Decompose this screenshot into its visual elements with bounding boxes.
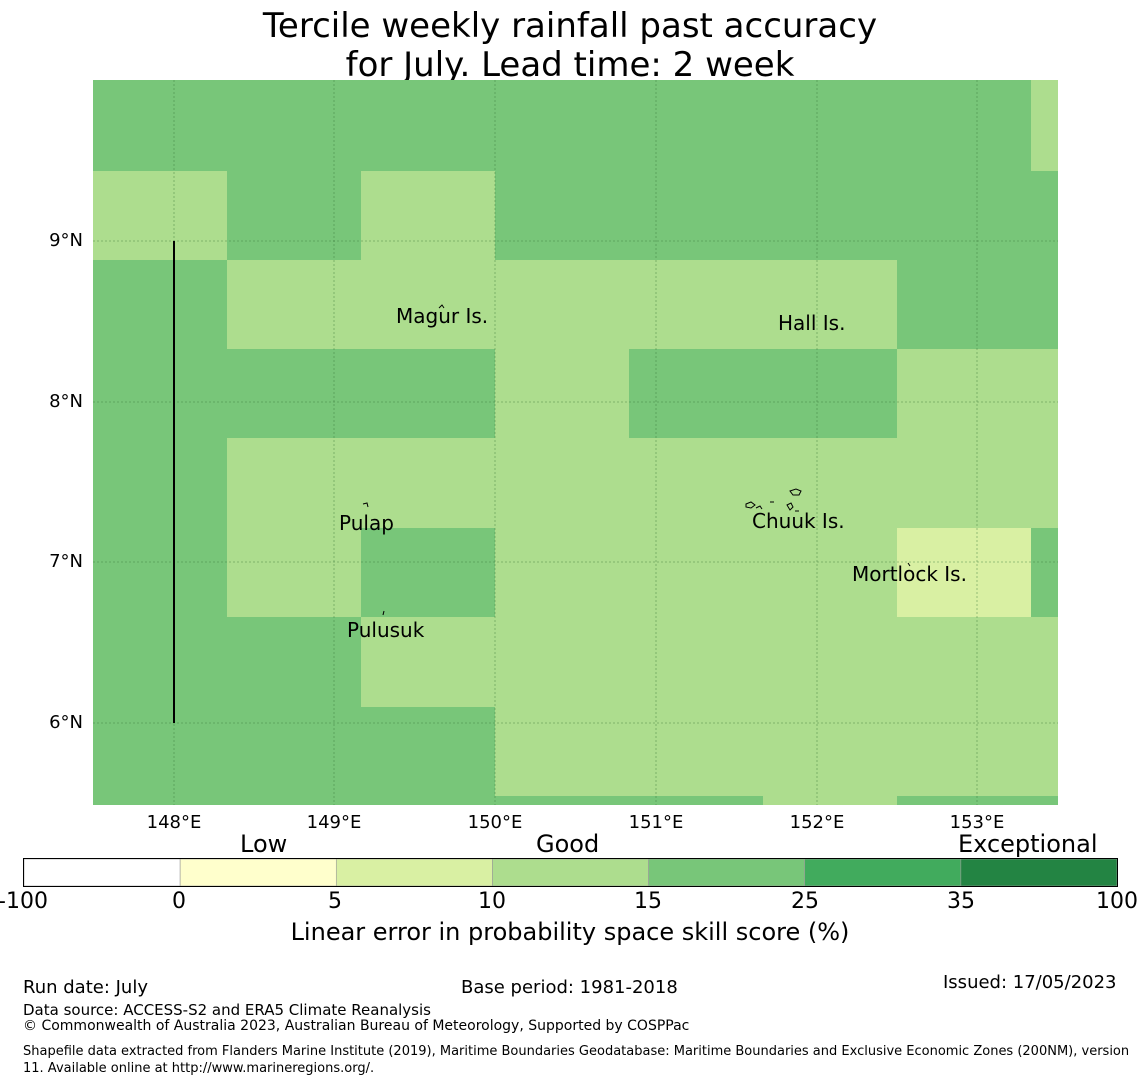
map-title: Tercile weekly rainfall past accuracy fo… — [0, 6, 1140, 85]
colorbar-label: Linear error in probability space skill … — [290, 918, 850, 946]
colorbar-swatch — [23, 858, 181, 887]
map-cell — [495, 171, 1058, 260]
colorbar-tick: 0 — [172, 889, 186, 914]
map-cell — [629, 349, 897, 438]
lon-label: 150°E — [467, 812, 523, 833]
lon-label: 148°E — [146, 812, 202, 833]
category-exceptional: Exceptional — [958, 830, 1098, 858]
island-outlines — [362, 304, 911, 616]
colorbar-swatch — [804, 858, 962, 887]
colorbar — [23, 858, 1118, 887]
grid-cells — [93, 80, 1058, 805]
lon-label: 151°E — [628, 812, 684, 833]
shapefile-credit: Shapefile data extracted from Flanders M… — [23, 1044, 1130, 1076]
map-cell — [361, 171, 495, 260]
map-cell — [1031, 80, 1058, 171]
category-low: Low — [240, 830, 288, 858]
label-magur-islands: Magur Is. — [396, 304, 488, 328]
colorbar-tick: 15 — [634, 889, 662, 914]
label-chuuk-islands: Chuuk Is. — [752, 509, 845, 533]
map-cell — [227, 260, 897, 349]
map-cell — [763, 796, 897, 805]
map-cell — [227, 438, 1058, 528]
map-cell — [93, 80, 1031, 171]
skill-map: Magur Is. Hall Is. Pulap Chuuk Is. Mortl… — [93, 80, 1058, 805]
colorbar-tick: 10 — [478, 889, 506, 914]
map-cell — [495, 617, 1058, 707]
label-hall-islands: Hall Is. — [778, 311, 845, 335]
colorbar-swatch — [179, 858, 337, 887]
lon-label: 149°E — [306, 812, 362, 833]
map-cell — [495, 707, 1058, 796]
map-cell — [1031, 528, 1058, 617]
issued-date: Issued: 17/05/2023 — [943, 972, 1117, 993]
colorbar-tick: 35 — [947, 889, 975, 914]
label-pulusuk: Pulusuk — [347, 618, 425, 642]
data-source: Data source: ACCESS-S2 and ERA5 Climate … — [23, 1001, 431, 1019]
lat-label: 8°N — [49, 391, 83, 412]
map-cell — [93, 349, 495, 438]
map-cell — [93, 707, 495, 796]
colorbar-swatch — [335, 858, 493, 887]
colorbar-swatch — [960, 858, 1118, 887]
colorbar-swatch — [648, 858, 806, 887]
label-pulap: Pulap — [339, 511, 394, 535]
map-cell — [93, 617, 361, 707]
colorbar-outline — [23, 858, 1118, 887]
map-cell — [361, 528, 495, 617]
map-cell — [495, 349, 629, 438]
colorbar-tick: 25 — [791, 889, 819, 914]
map-cell — [93, 438, 227, 528]
map-cell — [93, 260, 227, 349]
map-cell — [227, 171, 361, 260]
map-cell — [93, 528, 227, 617]
map-cell — [897, 796, 1058, 805]
copyright: © Commonwealth of Australia 2023, Austra… — [23, 1018, 690, 1034]
title-line-2: for July. Lead time: 2 week — [345, 45, 795, 85]
map-cell — [93, 171, 227, 260]
place-labels: Magur Is. Hall Is. Pulap Chuuk Is. Mortl… — [339, 304, 967, 642]
category-good: Good — [536, 830, 600, 858]
map-cell — [361, 617, 495, 707]
lon-label: 152°E — [789, 812, 845, 833]
base-period: Base period: 1981-2018 — [461, 977, 678, 998]
lat-label: 7°N — [49, 551, 83, 572]
label-mortlock-islands: Mortlock Is. — [852, 562, 967, 586]
map-cell — [227, 528, 361, 617]
run-date: Run date: July — [23, 977, 148, 998]
lat-label: 9°N — [49, 230, 83, 251]
map-cell — [897, 528, 1031, 617]
colorbar-swatch — [492, 858, 649, 887]
map-cell — [495, 796, 763, 805]
colorbar-tick: -100 — [0, 889, 48, 914]
map-cell — [93, 796, 495, 805]
colorbar-tick: 5 — [328, 889, 342, 914]
map-cell — [897, 260, 1058, 349]
lat-label: 6°N — [49, 712, 83, 733]
graticule — [93, 80, 1058, 805]
colorbar-tick: 100 — [1096, 889, 1138, 914]
map-cell — [897, 349, 1058, 438]
title-line-1: Tercile weekly rainfall past accuracy — [262, 6, 878, 46]
map-cell — [495, 528, 897, 617]
lon-label: 153°E — [949, 812, 1005, 833]
